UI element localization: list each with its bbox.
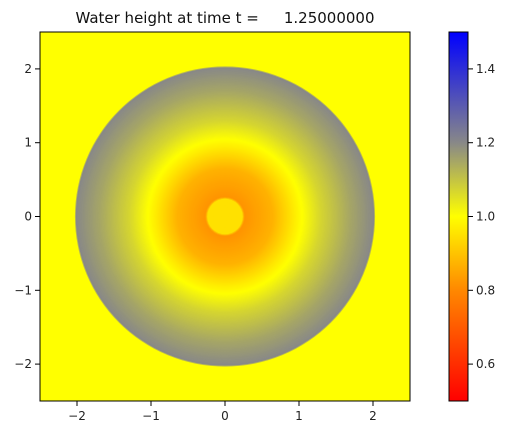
title-prefix: Water height at time t = <box>75 9 258 27</box>
colorbar: 0.6 0.8 1.0 1.2 1.4 <box>448 31 495 402</box>
y-tick-label: 2 <box>24 62 32 76</box>
colorbar-tick-label: 1.4 <box>476 62 495 76</box>
x-tick-label: 1 <box>295 409 303 423</box>
title-value: 1.25000000 <box>284 9 375 27</box>
colorbar-tick-label: 0.8 <box>476 283 495 297</box>
y-tick-label: −2 <box>14 357 32 371</box>
heatmap-ring <box>224 215 226 218</box>
heatmap-image <box>69 61 381 372</box>
y-tick-label: 1 <box>24 136 32 150</box>
y-tick-label: −1 <box>14 283 32 297</box>
x-tick-label: −1 <box>142 409 160 423</box>
colorbar-tick-label: 1.2 <box>476 136 495 150</box>
colorbar-gradient <box>449 32 468 401</box>
x-axis: −2 −1 0 1 2 <box>68 401 377 423</box>
plot-area <box>39 31 411 402</box>
x-tick-label: 0 <box>221 409 229 423</box>
y-tick-label: 0 <box>24 210 32 224</box>
y-axis: −2 −1 0 1 2 <box>14 62 40 371</box>
colorbar-tick-label: 0.6 <box>476 357 495 371</box>
x-tick-label: 2 <box>369 409 377 423</box>
chart-title: Water height at time t = 1.25000000 <box>75 9 374 27</box>
colorbar-tick-label: 1.0 <box>476 210 495 224</box>
colorbar-axis: 0.6 0.8 1.0 1.2 1.4 <box>468 62 495 371</box>
x-tick-label: −2 <box>68 409 86 423</box>
